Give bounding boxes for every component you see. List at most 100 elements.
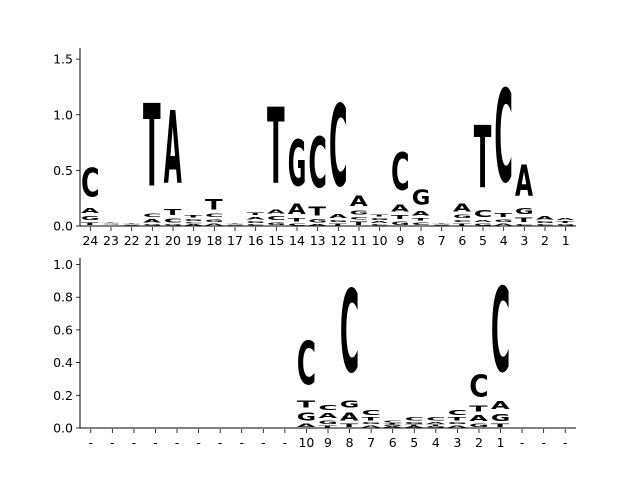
logo-letter-g: G	[329, 219, 348, 222]
logo-letter-t: T	[350, 221, 368, 226]
logo-letter-a: A	[448, 425, 468, 428]
x-tick-label: 24	[82, 233, 98, 248]
logo-letter-a: A	[297, 423, 317, 428]
x-tick-label: 9	[324, 435, 332, 450]
logo-letter-c: C	[391, 142, 410, 203]
x-tick-label: 5	[479, 233, 487, 248]
logo-letter-a: A	[205, 223, 223, 226]
x-tick-label: -	[563, 435, 568, 450]
y-tick-label: 0.6	[53, 322, 73, 337]
logo-letter-g: G	[297, 411, 316, 423]
logo-letter-t: T	[143, 82, 161, 213]
x-tick-label: 11	[351, 233, 367, 248]
logo-letter-c: C	[469, 369, 488, 404]
x-tick-label: 14	[289, 233, 305, 248]
y-tick-label: 1.0	[53, 257, 73, 272]
logo-letter-c: C	[361, 409, 380, 417]
logo-letter-g: G	[246, 221, 265, 224]
x-tick-label: -	[132, 435, 137, 450]
x-tick-label: 10	[372, 233, 388, 248]
logo-letter-a: A	[453, 202, 471, 214]
logo-letter-c: C	[453, 220, 472, 223]
logo-letter-c: C	[267, 215, 286, 221]
x-tick-label: 3	[520, 233, 528, 248]
logo-letter-t: T	[494, 212, 512, 218]
logo-letter-a: A	[474, 219, 492, 222]
logo-letter-c: C	[226, 225, 245, 226]
y-tick-label: 1.0	[53, 107, 73, 122]
logo-letter-t: T	[383, 423, 401, 425]
logo-letter-t: T	[246, 212, 264, 216]
logo-letter-a: A	[318, 412, 337, 420]
logo-letter-t: T	[318, 425, 336, 428]
logo-letter-g: G	[494, 218, 513, 222]
logo-letter-c: C	[288, 223, 307, 226]
logo-letter-g: G	[391, 221, 410, 226]
logo-letter-t: T	[469, 404, 488, 413]
logo-letter-t: T	[556, 221, 574, 224]
logo-letter-a: A	[246, 216, 264, 220]
logo-letter-t: T	[288, 218, 306, 223]
x-tick-label: 12	[330, 233, 346, 248]
logo-letter-c: C	[491, 263, 510, 398]
logo-letter-g: G	[102, 224, 121, 225]
logo-letter-g: G	[81, 215, 100, 221]
logo-letter-t: T	[491, 423, 511, 428]
x-tick-label: 21	[144, 233, 160, 248]
logo-letter-a: A	[267, 208, 285, 215]
logo-letter-a: A	[329, 213, 347, 220]
logo-letter-c: C	[448, 409, 467, 417]
x-tick-label: -	[196, 435, 201, 450]
x-tick-label: -	[261, 435, 266, 450]
logo-letter-t: T	[308, 204, 326, 218]
logo-letter-c: C	[340, 268, 359, 399]
logo-letter-g: G	[405, 421, 424, 424]
x-tick-label: 22	[124, 233, 140, 248]
y-tick-label: 0.0	[53, 219, 73, 234]
x-tick-label: 20	[165, 233, 181, 248]
logo-letter-a: A	[102, 225, 120, 226]
x-tick-label: 17	[227, 233, 243, 248]
logo-letter-g: G	[164, 224, 183, 226]
logo-letter-t: T	[329, 223, 347, 226]
logo-letter-t: T	[448, 417, 468, 422]
x-tick-label: 19	[186, 233, 202, 248]
logo-letter-a: A	[370, 221, 388, 224]
logo-letter-a: A	[361, 425, 381, 428]
logo-letter-g: G	[469, 423, 488, 428]
logo-letter-g: G	[491, 412, 510, 423]
logo-letter-t: T	[102, 222, 120, 223]
logo-letter-a: A	[405, 426, 425, 428]
x-tick-label: 13	[310, 233, 326, 248]
x-tick-label: 6	[389, 435, 397, 450]
logo-letter-c: C	[515, 224, 534, 226]
logo-letter-g: G	[426, 426, 445, 428]
logo-letter-a: A	[432, 225, 450, 226]
logo-letter-t: T	[340, 423, 360, 428]
y-tick-label: 1.5	[53, 52, 73, 67]
logo-letter-t: T	[405, 425, 423, 427]
logo-letter-a: A	[494, 223, 512, 226]
logo-letter-t: T	[391, 214, 409, 220]
logo-letter-c: C	[536, 224, 555, 226]
logo-letter-g: G	[308, 218, 327, 223]
logo-letter-t: T	[267, 86, 285, 208]
y-tick-label: 0.2	[53, 388, 73, 403]
x-tick-label: 3	[453, 435, 461, 450]
logo-letter-t: T	[122, 224, 140, 225]
logo-letter-g: G	[453, 214, 472, 219]
x-tick-label: 9	[396, 233, 404, 248]
x-tick-label: 8	[346, 435, 354, 450]
logo-letter-c: C	[405, 417, 424, 422]
logo-letter-g: G	[412, 186, 431, 210]
logo-letter-c: C	[383, 420, 402, 423]
x-tick-label: -	[239, 435, 244, 450]
x-tick-label: 23	[103, 233, 119, 248]
logo-letter-g: G	[432, 224, 451, 225]
logo-letter-c: C	[370, 224, 389, 226]
x-tick-label: -	[520, 435, 525, 450]
x-tick-label: 7	[438, 233, 446, 248]
logo-letter-a: A	[412, 210, 431, 218]
logo-letter-g: G	[340, 399, 359, 410]
logo-letter-t: T	[184, 214, 202, 218]
